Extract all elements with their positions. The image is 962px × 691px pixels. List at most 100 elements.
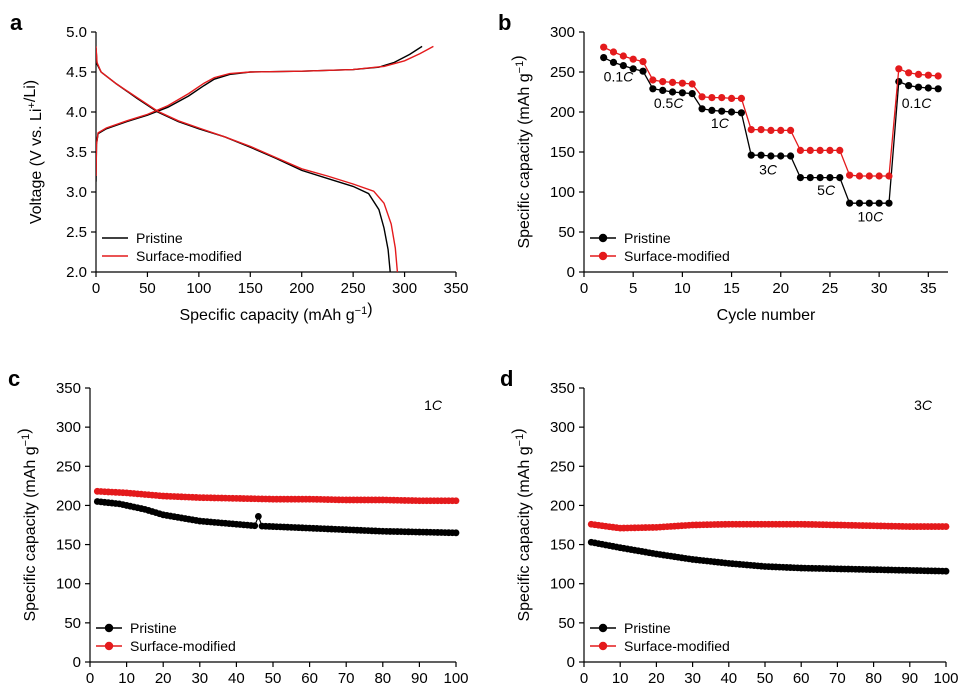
data-point bbox=[885, 199, 893, 207]
data-point bbox=[914, 70, 923, 78]
rate-annotation: 0.1C bbox=[902, 95, 932, 111]
data-point bbox=[826, 174, 834, 182]
x-tick-label: 300 bbox=[392, 280, 417, 297]
y-tick-label: 250 bbox=[56, 458, 81, 475]
data-point bbox=[934, 85, 942, 93]
rate-annotation: 1C bbox=[711, 115, 730, 131]
data-point bbox=[895, 78, 903, 86]
data-point bbox=[757, 151, 765, 159]
y-tick-label: 150 bbox=[550, 537, 575, 554]
data-point bbox=[629, 65, 637, 73]
data-point bbox=[639, 58, 647, 66]
panel-letter-c: c bbox=[8, 366, 20, 391]
data-point bbox=[727, 94, 736, 102]
legend-label: Surface-modified bbox=[130, 638, 236, 654]
x-tick-label: 70 bbox=[829, 670, 846, 687]
x-tick-label: 10 bbox=[674, 280, 691, 297]
data-point bbox=[826, 146, 834, 154]
legend-marker bbox=[598, 251, 608, 261]
legend: Pristine Surface-modified bbox=[96, 620, 236, 654]
y-axis-label: Specific capacity (mAh g−1) bbox=[510, 55, 533, 248]
y-tick-label: 200 bbox=[550, 104, 575, 121]
y-tick-label: 100 bbox=[56, 576, 81, 593]
data-point bbox=[806, 174, 814, 182]
y-tick-label: 300 bbox=[550, 24, 575, 41]
y-tick-label: 300 bbox=[550, 419, 575, 436]
plot-area bbox=[587, 520, 950, 575]
y-tick-label: 350 bbox=[56, 380, 81, 397]
y-tick-label: 100 bbox=[550, 184, 575, 201]
y-axis-label: Specific capacity (mAh g−1) bbox=[510, 428, 533, 621]
rate-annotation: 0.1C bbox=[604, 69, 634, 85]
panel-letter-a: a bbox=[10, 10, 23, 35]
legend-label: Surface-modified bbox=[624, 638, 730, 654]
series-line-discharge bbox=[96, 46, 399, 272]
x-tick-label: 20 bbox=[772, 280, 789, 297]
x-tick-label: 100 bbox=[186, 280, 211, 297]
y-tick-label: 50 bbox=[558, 224, 575, 241]
x-tick-label: 100 bbox=[933, 670, 958, 687]
rate-annotation: 0.5C bbox=[654, 95, 684, 111]
data-point bbox=[600, 54, 608, 62]
x-tick-label: 25 bbox=[822, 280, 839, 297]
x-tick-label: 350 bbox=[443, 280, 468, 297]
panel-b: b 0 5 10 15 20 25 30 35 0 50 100 150 200 250 300 Cycle n… bbox=[498, 10, 948, 324]
x-tick-label: 10 bbox=[118, 670, 135, 687]
data-point bbox=[609, 48, 618, 56]
data-point bbox=[639, 67, 647, 75]
data-point bbox=[796, 174, 805, 182]
rate-annotation: 3C bbox=[759, 161, 778, 177]
plot-area bbox=[93, 487, 460, 537]
legend-label: Pristine bbox=[136, 230, 183, 246]
data-point bbox=[251, 522, 259, 530]
legend-label: Pristine bbox=[130, 620, 177, 636]
data-point bbox=[885, 172, 893, 180]
data-point bbox=[619, 62, 627, 70]
legend: Pristine Surface-modified bbox=[102, 230, 242, 264]
data-point bbox=[836, 146, 844, 154]
data-point bbox=[698, 93, 706, 101]
y-tick-label: 150 bbox=[550, 144, 575, 161]
x-tick-label: 30 bbox=[684, 670, 701, 687]
x-tick-label: 20 bbox=[155, 670, 172, 687]
data-point bbox=[659, 78, 667, 86]
data-point bbox=[786, 152, 795, 160]
y-tick-label: 0 bbox=[567, 654, 575, 671]
x-tick-label: 40 bbox=[228, 670, 245, 687]
data-point bbox=[855, 199, 864, 207]
data-point bbox=[718, 94, 726, 102]
data-point bbox=[786, 126, 795, 134]
panel-d: d 0 10 20 30 40 50 60 70 80 90 100 0 50 100 150 200 250 30… bbox=[500, 366, 959, 687]
x-tick-label: 50 bbox=[757, 670, 774, 687]
y-tick-label: 100 bbox=[550, 576, 575, 593]
x-tick-label: 30 bbox=[191, 670, 208, 687]
rate-annotation: 5C bbox=[817, 182, 836, 198]
x-tick-label: 15 bbox=[723, 280, 740, 297]
legend-marker bbox=[598, 641, 608, 651]
legend-label: Pristine bbox=[624, 620, 671, 636]
data-point bbox=[905, 69, 913, 77]
data-point bbox=[914, 83, 923, 91]
y-tick-label: 350 bbox=[550, 380, 575, 397]
data-point bbox=[865, 199, 873, 207]
y-tick-label: 50 bbox=[558, 615, 575, 632]
x-tick-label: 50 bbox=[265, 670, 282, 687]
data-point bbox=[875, 199, 883, 207]
data-point bbox=[718, 107, 726, 115]
data-point bbox=[767, 126, 775, 134]
series-line-charge bbox=[96, 45, 423, 182]
legend-marker bbox=[598, 233, 608, 243]
x-tick-label: 80 bbox=[374, 670, 391, 687]
data-point bbox=[757, 126, 765, 134]
data-point bbox=[668, 88, 677, 96]
data-point bbox=[865, 172, 873, 180]
panel-a: a 0 50 100 150 200 250 300 350 2.0 2.5 3.0 3.5 4.0 4.5… bbox=[10, 10, 469, 324]
panel-letter-b: b bbox=[498, 10, 511, 35]
panel-letter-d: d bbox=[500, 366, 513, 391]
c-rate-label: 3C bbox=[914, 397, 933, 413]
legend: Pristine Surface-modified bbox=[590, 230, 730, 264]
x-tick-label: 35 bbox=[920, 280, 937, 297]
data-point bbox=[688, 90, 696, 98]
data-point bbox=[649, 76, 657, 84]
